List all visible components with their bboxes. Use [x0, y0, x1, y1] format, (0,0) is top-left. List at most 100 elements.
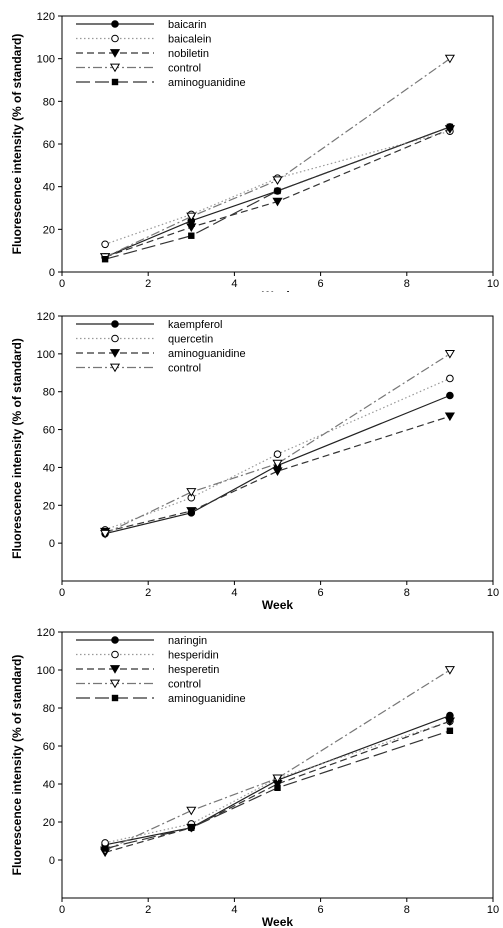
y-tick-label: 100 — [37, 665, 55, 677]
data-point-aminoguanidine — [274, 784, 281, 791]
series-control — [100, 349, 455, 539]
x-tick-label: 8 — [404, 587, 410, 599]
legend-label: kaempferol — [168, 319, 222, 331]
data-point-kaempferol — [446, 391, 454, 400]
data-point-aminoguanidine — [186, 507, 197, 516]
y-tick-label: 40 — [43, 182, 55, 194]
y-tick-label: 60 — [43, 425, 55, 437]
legend-marker-control — [109, 363, 121, 373]
legend-label: aminoguanidine — [168, 77, 246, 89]
data-point-control — [444, 666, 455, 675]
data-point-quercetin — [273, 450, 282, 458]
data-point-control — [186, 212, 197, 222]
x-tick-label: 0 — [59, 587, 65, 599]
legend-marker-control — [109, 63, 121, 73]
x-tick-label: 0 — [59, 904, 65, 916]
data-point-baicalein — [101, 240, 109, 249]
y-axis-label: Fluorescence intensity (% of standard) — [10, 34, 24, 255]
y-tick-label: 20 — [43, 817, 55, 829]
legend-marker-hesperidin — [111, 650, 119, 659]
series-line-aminoguanidine — [104, 126, 451, 260]
series-aminoguanidine — [101, 123, 454, 263]
x-axis-label: Week — [262, 289, 293, 292]
x-tick-label: 2 — [145, 587, 151, 599]
x-axis-label: Week — [262, 598, 293, 612]
data-point-control — [186, 806, 197, 816]
x-tick-label: 8 — [404, 904, 410, 916]
data-point-control — [272, 774, 283, 784]
series-control — [100, 666, 455, 856]
x-tick-label: 2 — [145, 278, 151, 290]
legend: kaempferol quercetin aminoguanidine control — [76, 319, 246, 375]
x-tick-label: 6 — [318, 278, 324, 290]
x-tick-label: 10 — [487, 278, 499, 290]
legend-label: hesperidin — [168, 650, 219, 662]
legend-marker-aminoguanidine — [109, 349, 121, 358]
series-line-nobiletin — [104, 128, 451, 258]
data-point-control — [444, 54, 455, 64]
data-point-nobiletin — [272, 197, 283, 207]
series-aminoguanidine — [100, 412, 455, 537]
legend-marker-naringin — [111, 636, 119, 644]
series-line-kaempferol — [104, 394, 451, 535]
legend-marker-kaempferol — [111, 320, 119, 328]
y-tick-label: 80 — [43, 387, 55, 399]
plot-frame — [61, 15, 494, 273]
y-tick-label: 100 — [37, 349, 55, 361]
y-tick-label: 0 — [49, 855, 55, 867]
legend-marker-control — [109, 679, 121, 689]
legend-label: aminoguanidine — [168, 348, 246, 360]
data-point-control — [272, 459, 283, 469]
y-tick-label: 60 — [43, 741, 55, 753]
data-point-aminoguanidine — [101, 845, 109, 852]
legend-label: naringin — [168, 635, 207, 647]
data-point-aminoguanidine — [444, 412, 455, 422]
y-tick-label: 60 — [43, 139, 55, 151]
data-point-control — [272, 176, 283, 186]
legend-marker-quercetin — [111, 334, 119, 343]
series-line-aminoguanidine — [104, 415, 451, 533]
series-line-control — [104, 669, 451, 852]
legend-label: aminoguanidine — [168, 693, 246, 705]
x-tick-label: 4 — [231, 904, 237, 916]
y-axis-label: Fluorescence intensity (% of standard) — [10, 655, 24, 876]
legend-label: baicalein — [168, 34, 211, 46]
legend-label: control — [168, 679, 201, 691]
legend-label: nobiletin — [168, 48, 209, 60]
y-tick-label: 40 — [43, 462, 55, 474]
data-point-aminoguanidine — [446, 727, 454, 734]
legend-marker-aminoguanidine — [111, 694, 119, 702]
x-tick-label: 10 — [487, 904, 499, 916]
legend-marker-hesperetin — [109, 665, 121, 674]
x-tick-label: 10 — [487, 587, 499, 599]
x-tick-label: 0 — [59, 278, 65, 290]
data-point-nobiletin — [186, 223, 197, 232]
y-tick-label: 20 — [43, 224, 55, 236]
y-tick-label: 80 — [43, 703, 55, 715]
y-tick-label: 40 — [43, 779, 55, 791]
y-tick-label: 0 — [49, 538, 55, 550]
y-tick-label: 20 — [43, 500, 55, 512]
y-axis-label: Fluorescence intensity (% of standard) — [10, 338, 24, 559]
data-point-hesperetin — [444, 717, 455, 727]
series-line-quercetin — [104, 377, 451, 531]
x-tick-label: 4 — [231, 587, 237, 599]
series-line-aminoguanidine — [104, 730, 451, 850]
legend-label: control — [168, 63, 201, 75]
x-tick-label: 8 — [404, 278, 410, 290]
series-line-control — [104, 58, 451, 258]
x-tick-label: 6 — [318, 587, 324, 599]
data-point-quercetin — [446, 374, 454, 383]
legend-marker-baicalein — [111, 34, 119, 43]
series-line-hesperidin — [104, 720, 451, 844]
y-tick-label: 80 — [43, 96, 55, 108]
legend-marker-aminoguanidine — [111, 78, 119, 86]
series-line-hesperetin — [104, 720, 451, 853]
legend-label: quercetin — [168, 334, 213, 346]
x-axis-label: Week — [262, 915, 293, 928]
y-tick-label: 120 — [37, 11, 55, 23]
x-tick-label: 2 — [145, 904, 151, 916]
data-point-control — [100, 529, 111, 539]
